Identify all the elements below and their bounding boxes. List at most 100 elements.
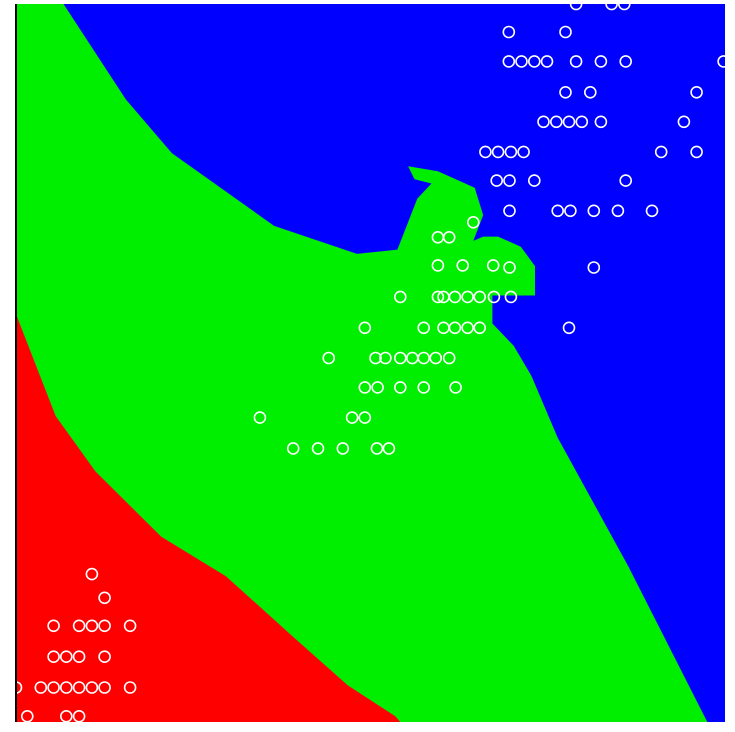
data-point	[442, 351, 456, 365]
region-class-0	[16, 314, 401, 722]
data-point	[253, 411, 267, 424]
data-point	[502, 25, 516, 39]
data-point	[503, 174, 516, 187]
data-point	[345, 411, 359, 424]
data-point	[47, 650, 60, 664]
data-point	[517, 145, 530, 159]
data-point	[587, 204, 601, 218]
data-point	[527, 174, 541, 187]
data-point	[466, 216, 480, 229]
data-point	[60, 681, 73, 694]
data-point	[336, 442, 350, 455]
data-point	[473, 290, 487, 304]
data-point	[611, 204, 625, 218]
series-class-0	[9, 567, 137, 723]
data-point	[429, 351, 443, 365]
data-point	[85, 619, 99, 633]
data-point	[583, 86, 597, 99]
data-point	[569, 55, 583, 68]
data-point	[47, 681, 60, 694]
data-point	[527, 55, 541, 68]
data-point	[654, 145, 668, 159]
data-point	[587, 261, 601, 274]
data-point	[448, 321, 462, 335]
data-point	[456, 259, 470, 272]
data-point	[72, 619, 86, 633]
data-point	[311, 442, 325, 455]
data-point	[537, 115, 550, 129]
data-point	[286, 442, 300, 455]
data-point	[370, 442, 384, 455]
data-point	[690, 145, 703, 159]
data-point	[417, 351, 431, 365]
data-point	[382, 442, 396, 455]
data-point	[72, 681, 86, 694]
data-point	[358, 381, 372, 394]
data-point	[379, 351, 392, 365]
data-point	[594, 55, 608, 68]
data-point	[549, 115, 563, 129]
data-point	[690, 86, 703, 99]
data-point	[431, 259, 445, 272]
data-point	[503, 261, 516, 274]
data-point	[594, 115, 608, 129]
region-class-2	[16, 4, 725, 722]
data-point	[449, 381, 462, 394]
data-point	[98, 619, 111, 633]
data-points	[9, 0, 730, 723]
data-point	[98, 591, 111, 605]
data-point	[393, 290, 407, 304]
data-point	[98, 650, 111, 664]
data-point	[60, 650, 73, 664]
decision-regions	[16, 4, 725, 722]
data-point	[564, 204, 577, 218]
data-point	[619, 174, 633, 187]
data-point	[559, 25, 572, 39]
data-point	[540, 55, 554, 68]
data-point	[431, 290, 445, 304]
data-point	[123, 681, 137, 694]
data-point	[47, 619, 60, 633]
plot-area	[9, 0, 730, 723]
data-point	[502, 55, 516, 68]
data-point	[72, 650, 86, 664]
data-point	[490, 174, 504, 187]
data-point	[393, 381, 407, 394]
data-point	[551, 204, 565, 218]
data-point	[473, 321, 487, 335]
data-point	[448, 290, 462, 304]
data-point	[491, 145, 505, 159]
data-point	[60, 709, 73, 723]
data-point	[504, 145, 518, 159]
data-point	[562, 321, 576, 335]
data-point	[461, 321, 474, 335]
data-point	[503, 204, 516, 218]
data-point	[461, 290, 474, 304]
series-class-1	[253, 216, 518, 455]
data-point	[393, 351, 407, 365]
data-point	[358, 321, 372, 335]
data-point	[487, 290, 501, 304]
data-point	[605, 0, 618, 11]
data-point	[677, 115, 691, 129]
data-point	[717, 55, 730, 68]
data-point	[123, 619, 137, 633]
data-point	[34, 681, 48, 694]
data-point	[417, 381, 431, 394]
series-class-2	[431, 0, 730, 335]
data-point	[369, 351, 382, 365]
data-point	[562, 115, 576, 129]
data-point	[479, 145, 492, 159]
data-point	[504, 290, 518, 304]
data-point	[431, 231, 445, 244]
data-point	[645, 204, 659, 218]
data-point	[486, 259, 500, 272]
data-point	[618, 0, 631, 11]
data-point	[322, 351, 336, 365]
data-point	[20, 709, 34, 723]
data-point	[417, 321, 431, 335]
data-point	[85, 681, 99, 694]
data-point	[515, 55, 528, 68]
data-point	[575, 115, 589, 129]
